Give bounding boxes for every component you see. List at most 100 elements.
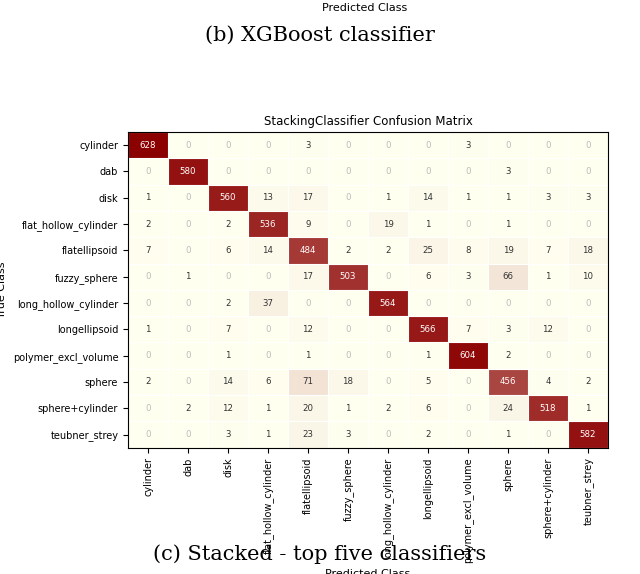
Text: 2: 2 bbox=[385, 246, 391, 255]
Text: 582: 582 bbox=[580, 430, 596, 439]
Text: 566: 566 bbox=[420, 325, 436, 334]
Text: 2: 2 bbox=[225, 298, 231, 308]
Text: 66: 66 bbox=[502, 272, 513, 281]
Text: 3: 3 bbox=[505, 167, 511, 176]
Text: 0: 0 bbox=[185, 193, 191, 202]
Text: 0: 0 bbox=[385, 141, 391, 150]
Text: 0: 0 bbox=[465, 167, 471, 176]
Text: 2: 2 bbox=[425, 430, 431, 439]
Text: 0: 0 bbox=[185, 220, 191, 228]
Text: 0: 0 bbox=[465, 298, 471, 308]
Text: 0: 0 bbox=[425, 141, 431, 150]
Text: 7: 7 bbox=[145, 246, 151, 255]
Text: 6: 6 bbox=[225, 246, 231, 255]
Text: 0: 0 bbox=[545, 141, 551, 150]
Text: 0: 0 bbox=[305, 298, 311, 308]
Text: 3: 3 bbox=[505, 325, 511, 334]
Text: 0: 0 bbox=[145, 351, 151, 360]
Text: 13: 13 bbox=[262, 193, 273, 202]
Text: 0: 0 bbox=[465, 430, 471, 439]
Text: 1: 1 bbox=[545, 272, 551, 281]
Text: 9: 9 bbox=[305, 220, 310, 228]
Text: 0: 0 bbox=[265, 351, 271, 360]
Text: 5: 5 bbox=[425, 378, 431, 386]
Text: 6: 6 bbox=[265, 378, 271, 386]
Text: 2: 2 bbox=[585, 378, 591, 386]
Text: 0: 0 bbox=[465, 378, 471, 386]
Text: 0: 0 bbox=[185, 378, 191, 386]
Text: 0: 0 bbox=[185, 141, 191, 150]
Text: 0: 0 bbox=[545, 430, 551, 439]
Text: 3: 3 bbox=[345, 430, 351, 439]
Text: 0: 0 bbox=[225, 272, 231, 281]
Text: 0: 0 bbox=[465, 220, 471, 228]
Text: 17: 17 bbox=[303, 193, 314, 202]
Text: 0: 0 bbox=[305, 167, 311, 176]
Text: 0: 0 bbox=[385, 351, 391, 360]
Text: 503: 503 bbox=[340, 272, 356, 281]
Text: 1: 1 bbox=[225, 351, 231, 360]
Text: 12: 12 bbox=[303, 325, 314, 334]
Text: 1: 1 bbox=[465, 193, 471, 202]
Text: 0: 0 bbox=[145, 272, 151, 281]
Text: 0: 0 bbox=[585, 325, 591, 334]
Text: 0: 0 bbox=[185, 351, 191, 360]
Text: 0: 0 bbox=[345, 193, 351, 202]
Text: 0: 0 bbox=[185, 246, 191, 255]
Text: 0: 0 bbox=[225, 141, 231, 150]
Text: 0: 0 bbox=[265, 141, 271, 150]
Y-axis label: True Class: True Class bbox=[0, 262, 7, 318]
Text: 2: 2 bbox=[385, 404, 391, 413]
Text: 0: 0 bbox=[545, 351, 551, 360]
Text: 3: 3 bbox=[225, 430, 231, 439]
Text: 0: 0 bbox=[345, 141, 351, 150]
Text: 7: 7 bbox=[545, 246, 551, 255]
Text: 0: 0 bbox=[145, 298, 151, 308]
Text: 18: 18 bbox=[342, 378, 353, 386]
Text: 580: 580 bbox=[180, 167, 196, 176]
Text: 24: 24 bbox=[502, 404, 513, 413]
Text: 1: 1 bbox=[505, 430, 511, 439]
Text: 1: 1 bbox=[265, 430, 271, 439]
Text: 2: 2 bbox=[185, 404, 191, 413]
Text: 628: 628 bbox=[140, 141, 156, 150]
Text: 518: 518 bbox=[540, 404, 556, 413]
Text: 6: 6 bbox=[425, 404, 431, 413]
Text: 0: 0 bbox=[585, 351, 591, 360]
Text: 0: 0 bbox=[425, 298, 431, 308]
Text: 0: 0 bbox=[345, 298, 351, 308]
Text: 0: 0 bbox=[185, 430, 191, 439]
Text: 1: 1 bbox=[385, 193, 391, 202]
Text: 0: 0 bbox=[185, 298, 191, 308]
Text: 19: 19 bbox=[502, 246, 513, 255]
Text: 2: 2 bbox=[225, 220, 231, 228]
Text: 3: 3 bbox=[465, 141, 471, 150]
Text: 1: 1 bbox=[425, 220, 431, 228]
Text: 484: 484 bbox=[300, 246, 316, 255]
Text: 71: 71 bbox=[303, 378, 314, 386]
Text: 0: 0 bbox=[265, 272, 271, 281]
Text: 1: 1 bbox=[265, 404, 271, 413]
Text: 0: 0 bbox=[385, 325, 391, 334]
Text: 564: 564 bbox=[380, 298, 396, 308]
Text: 0: 0 bbox=[585, 167, 591, 176]
Text: 0: 0 bbox=[185, 325, 191, 334]
Text: 1: 1 bbox=[145, 325, 151, 334]
Text: 0: 0 bbox=[545, 220, 551, 228]
Text: 2: 2 bbox=[345, 246, 351, 255]
Text: 1: 1 bbox=[505, 193, 511, 202]
Text: 1: 1 bbox=[425, 351, 431, 360]
Text: 560: 560 bbox=[220, 193, 236, 202]
Text: 20: 20 bbox=[303, 404, 314, 413]
Text: 17: 17 bbox=[303, 272, 314, 281]
Text: 14: 14 bbox=[422, 193, 433, 202]
Text: 536: 536 bbox=[260, 220, 276, 228]
Text: 0: 0 bbox=[145, 404, 151, 413]
Text: 23: 23 bbox=[303, 430, 314, 439]
Text: 0: 0 bbox=[225, 167, 231, 176]
Text: 18: 18 bbox=[582, 246, 593, 255]
Text: 3: 3 bbox=[585, 193, 591, 202]
Text: 0: 0 bbox=[425, 167, 431, 176]
Text: 0: 0 bbox=[545, 298, 551, 308]
Text: 0: 0 bbox=[385, 430, 391, 439]
